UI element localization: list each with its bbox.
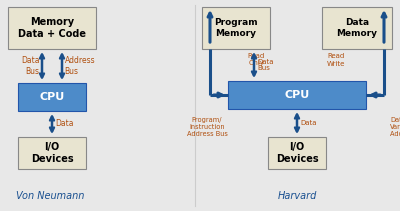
FancyBboxPatch shape <box>228 81 366 109</box>
FancyBboxPatch shape <box>322 7 392 49</box>
Text: Read
Only: Read Only <box>248 54 265 66</box>
Text: I/O
Devices: I/O Devices <box>31 142 73 164</box>
FancyBboxPatch shape <box>202 7 270 49</box>
FancyBboxPatch shape <box>18 137 86 169</box>
FancyBboxPatch shape <box>268 137 326 169</box>
Text: Data: Data <box>300 120 316 126</box>
Text: Von Neumann: Von Neumann <box>16 191 84 201</box>
Text: Program/
Instruction
Address Bus: Program/ Instruction Address Bus <box>186 117 228 137</box>
FancyBboxPatch shape <box>18 83 86 111</box>
Text: Data/
Variable
Address Bus: Data/ Variable Address Bus <box>390 117 400 137</box>
Text: CPU: CPU <box>284 90 310 100</box>
Text: Data
Bus: Data Bus <box>257 58 274 72</box>
Text: Data: Data <box>55 119 74 128</box>
Text: Data
Memory: Data Memory <box>336 18 378 38</box>
Text: Harvard: Harvard <box>277 191 317 201</box>
Text: Memory
Data + Code: Memory Data + Code <box>18 17 86 39</box>
Text: CPU: CPU <box>39 92 65 102</box>
FancyBboxPatch shape <box>8 7 96 49</box>
Text: Data
Bus: Data Bus <box>21 56 40 76</box>
Text: Read
Write: Read Write <box>327 54 345 66</box>
Text: Program
Memory: Program Memory <box>214 18 258 38</box>
Text: Address
Bus: Address Bus <box>64 56 95 76</box>
Text: I/O
Devices: I/O Devices <box>276 142 318 164</box>
